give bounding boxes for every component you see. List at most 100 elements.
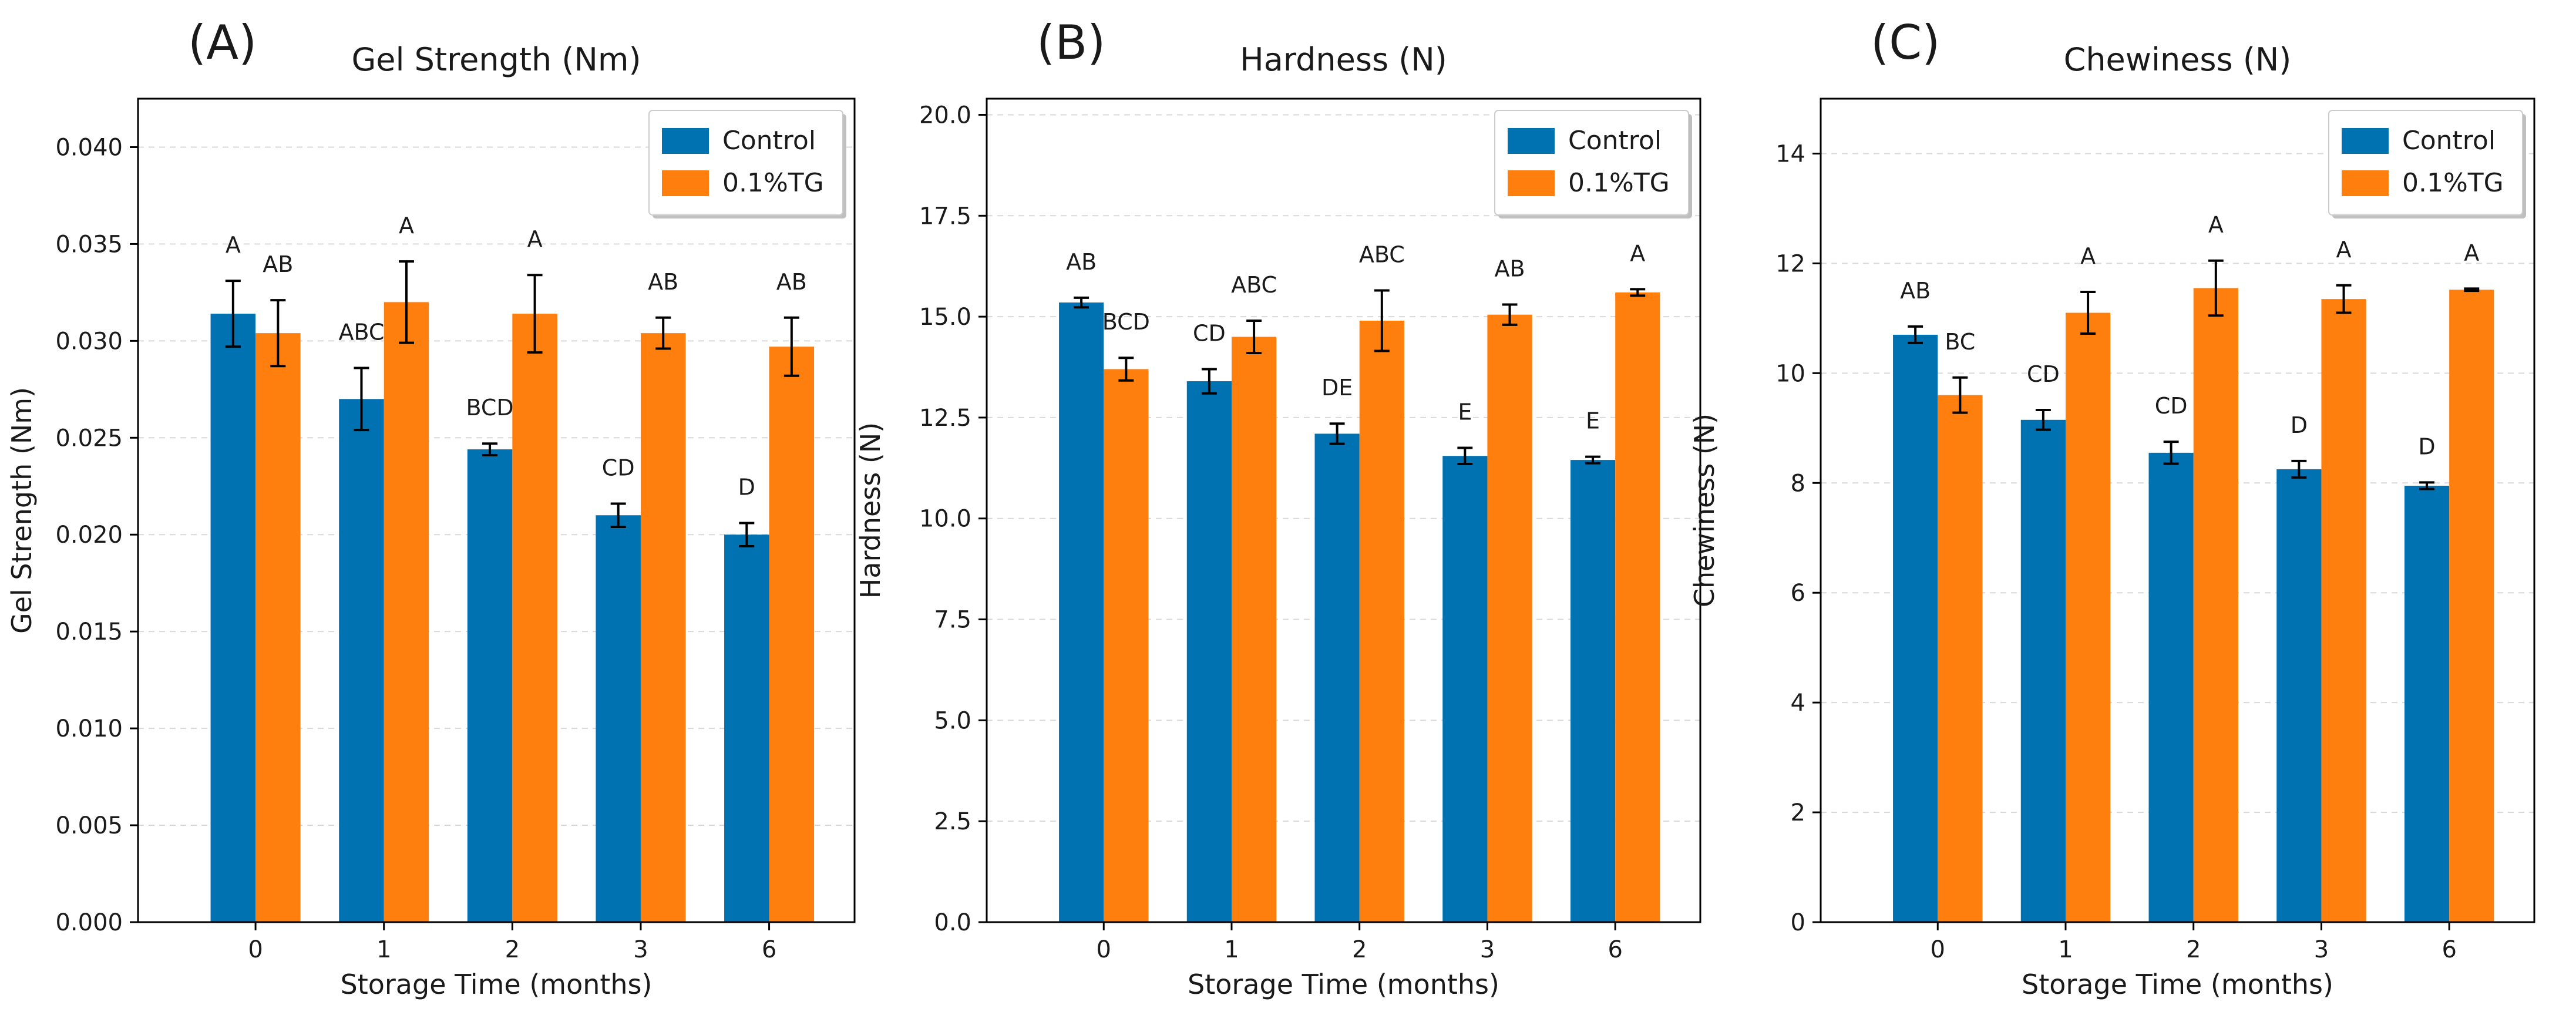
significance-label: AB [1495, 256, 1525, 282]
bar-control [1314, 433, 1360, 922]
significance-label: ABC [1359, 241, 1405, 267]
bar-tg [769, 347, 815, 922]
y-tick-label: 0.005 [55, 812, 123, 839]
bar-control [1893, 334, 1938, 922]
significance-label: CD [2027, 361, 2060, 387]
y-tick-label: 12.5 [919, 405, 971, 432]
y-tick-label: 0.030 [55, 328, 123, 355]
bar-tg [640, 333, 686, 922]
significance-label: BC [1945, 329, 1975, 355]
y-tick-label: 7.5 [934, 607, 971, 634]
significance-label: D [2418, 433, 2435, 459]
significance-label: AB [263, 251, 293, 277]
significance-label: CD [1193, 320, 1226, 346]
x-tick-label: 6 [2442, 936, 2456, 963]
x-tick-label: 2 [2186, 936, 2201, 963]
x-tick-label: 1 [1224, 936, 1239, 963]
panel-letter: (A) [188, 15, 257, 70]
significance-label: AB [1066, 249, 1097, 275]
y-tick-label: 0.000 [55, 909, 123, 936]
y-tick-label: 14 [1775, 140, 1805, 167]
bar-control [2276, 469, 2322, 922]
significance-label: D [738, 474, 755, 500]
y-tick-label: 6 [1791, 580, 1805, 607]
y-tick-label: 10.0 [919, 506, 971, 533]
y-tick-label: 8 [1791, 470, 1805, 497]
bar-tg [1615, 292, 1660, 923]
bar-control [2404, 485, 2450, 922]
bar-control [467, 449, 513, 922]
y-tick-label: 0.040 [55, 134, 123, 161]
significance-label: A [2336, 237, 2352, 263]
bar-control [1059, 302, 1104, 922]
significance-label: CD [602, 455, 635, 480]
significance-label: ABC [1231, 272, 1277, 298]
bar-control [1442, 456, 1488, 922]
legend-swatch [1508, 170, 1555, 196]
y-tick-label: 20.0 [919, 102, 971, 129]
x-axis-label: Storage Time (months) [2022, 969, 2333, 1000]
significance-label: ABC [338, 320, 384, 345]
x-tick-label: 3 [633, 936, 648, 963]
plot-frame [986, 97, 1701, 923]
x-axis-label: Storage Time (months) [1188, 969, 1499, 1000]
legend-label: 0.1%TG [722, 168, 824, 198]
x-tick-label: 0 [248, 936, 263, 963]
legend-label: Control [722, 126, 816, 156]
x-tick-label: 3 [2314, 936, 2329, 963]
bar-control [724, 534, 769, 922]
y-tick-label: 15.0 [919, 304, 971, 331]
bar-tg [255, 333, 301, 922]
significance-label: A [2080, 243, 2096, 269]
y-axis-label: Hardness (N) [855, 422, 886, 599]
bar-control [2020, 419, 2066, 922]
bar-tg [2193, 288, 2238, 923]
x-tick-label: 6 [1608, 936, 1622, 963]
y-tick-label: 4 [1791, 690, 1805, 717]
significance-label: BCD [1102, 309, 1150, 335]
y-tick-label: 0.035 [55, 231, 123, 258]
bar-control [1570, 460, 1616, 922]
bar-tg [1231, 337, 1277, 922]
chart-panel-2: AB CD DE E E BCD ABC ABC AB A 0.0 2.5 5.0 7.5 10.0 12.5… [855, 15, 1701, 1000]
legend-label: 0.1%TG [1568, 168, 1670, 198]
legend-swatch [662, 128, 709, 154]
bar-tg [1487, 314, 1532, 922]
bar-control [596, 515, 641, 922]
chart-title: Hardness (N) [1240, 41, 1447, 78]
legend-label: 0.1%TG [2402, 168, 2504, 198]
bar-tg [2449, 290, 2494, 922]
legend-swatch [2342, 170, 2389, 196]
legend-swatch [2342, 128, 2389, 154]
x-tick-label: 6 [762, 936, 776, 963]
y-tick-label: 2.5 [934, 808, 971, 835]
y-tick-label: 5.0 [934, 707, 971, 734]
x-tick-label: 0 [1097, 936, 1111, 963]
panel-letter: (B) [1037, 15, 1105, 70]
x-tick-label: 1 [376, 936, 391, 963]
bar-tg [1359, 320, 1404, 922]
bar-tg [512, 314, 557, 922]
y-tick-label: 0.010 [55, 715, 123, 742]
y-tick-label: 2 [1791, 799, 1805, 826]
bar-tg [384, 302, 429, 922]
y-axis-label: Gel Strength (Nm) [6, 387, 38, 634]
bar-tg [2065, 312, 2111, 922]
x-tick-label: 0 [1931, 936, 1945, 963]
significance-label: A [527, 226, 543, 252]
y-tick-label: 0.025 [55, 425, 123, 452]
y-tick-label: 0 [1791, 909, 1805, 936]
y-tick-label: 10 [1775, 360, 1805, 387]
significance-label: A [2464, 240, 2479, 265]
significance-label: D [2291, 412, 2308, 438]
chart-panel-1: A ABC BCD CD D AB A A AB AB 0.000 0.005 0.010 0.015 0.… [6, 15, 856, 1000]
y-axis-label: Chewiness (N) [1689, 413, 1720, 607]
significance-label: E [1586, 408, 1600, 434]
legend-label: Control [1568, 126, 1662, 156]
x-tick-label: 2 [1352, 936, 1367, 963]
legend-swatch [1508, 128, 1555, 154]
plot-frame [137, 97, 856, 923]
bar-tg [1938, 395, 1983, 922]
